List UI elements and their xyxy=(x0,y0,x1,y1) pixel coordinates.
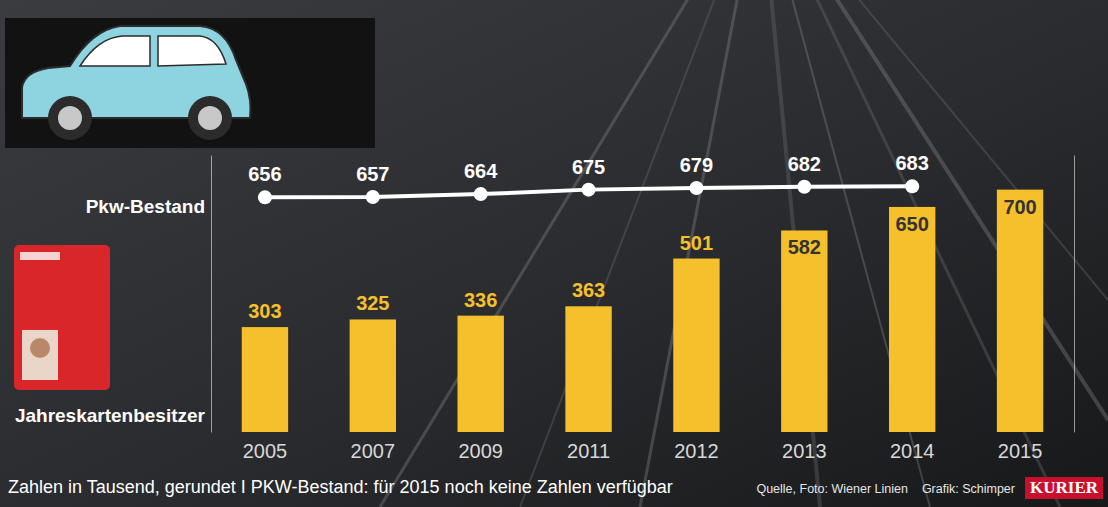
background xyxy=(0,0,1108,507)
y-axis-line xyxy=(211,156,212,433)
bar-label: 363 xyxy=(572,279,605,301)
marker xyxy=(689,181,703,195)
brand-text: KURIER xyxy=(1030,478,1099,497)
x-axis-tick: 2011 xyxy=(567,432,610,462)
note: Zahlen in Tausend, gerundet I PKW-Bestan… xyxy=(8,477,673,497)
bar xyxy=(997,190,1043,432)
x-axis-tick-label: 2012 xyxy=(674,440,719,462)
bar xyxy=(781,230,827,432)
y-axis xyxy=(211,156,212,433)
marker xyxy=(905,179,919,193)
car-wheel xyxy=(48,96,92,140)
marker xyxy=(474,187,488,201)
x-axis-tick-label: 2011 xyxy=(567,440,610,462)
x-axis-tick: 2015 xyxy=(998,432,1043,462)
marker xyxy=(258,190,272,204)
line-label: 683 xyxy=(896,152,929,174)
x-axis-tick-label: 2005 xyxy=(243,440,288,462)
bar-label: 650 xyxy=(896,213,929,235)
bar xyxy=(889,207,935,432)
series-name: Pkw-Bestand xyxy=(86,196,205,217)
line-label: 675 xyxy=(572,156,605,178)
line-label: 664 xyxy=(464,160,498,182)
rails xyxy=(380,0,1108,507)
bar-label: 582 xyxy=(788,236,821,258)
x-axis-tick: 2009 xyxy=(458,432,503,462)
card-face xyxy=(30,338,50,358)
card-photo xyxy=(22,330,58,380)
x-axis: 2005 2007 2009 2011 2012 2013 2014 2015 xyxy=(243,432,1043,462)
chart: 2005 2007 2009 2011 2012 2013 2014 2015 303 325 33… xyxy=(0,0,1108,507)
bar-label: 501 xyxy=(680,232,713,254)
x-axis-tick: 2012 xyxy=(674,432,719,462)
bar xyxy=(457,316,503,432)
line-label: 656 xyxy=(248,163,281,185)
rail xyxy=(640,0,760,507)
bar-label: 336 xyxy=(464,289,497,311)
card-stripe xyxy=(20,252,60,260)
x-axis-tick: 2014 xyxy=(890,432,935,462)
car-window xyxy=(80,36,150,66)
bar xyxy=(350,319,396,432)
line-label: 657 xyxy=(356,163,389,185)
bar-label: 700 xyxy=(1003,196,1036,218)
car-wheel xyxy=(188,96,232,140)
source-note: Grafik: Schimper xyxy=(922,482,1015,496)
marker xyxy=(797,180,811,194)
x-axis-tick-label: 2015 xyxy=(998,440,1043,462)
source-note: Quelle, Foto: Wiener Linien xyxy=(756,482,908,496)
car-box xyxy=(5,18,375,148)
marker xyxy=(582,183,596,197)
car-hub xyxy=(198,106,222,130)
car-hub xyxy=(58,106,82,130)
rail xyxy=(760,0,1060,507)
bar-label: 303 xyxy=(248,300,281,322)
data-labels: 303 325 336 363 501 582 650 700 656 657 664 675 679 6… xyxy=(248,152,1037,322)
bar xyxy=(673,259,719,432)
y2-axis xyxy=(1074,156,1075,433)
x-axis-tick-label: 2013 xyxy=(782,440,827,462)
bar xyxy=(565,306,611,432)
footer: KURIER Grafik: Schimper Quelle, Foto: Wien… xyxy=(8,477,1103,499)
card-icon xyxy=(14,245,110,390)
x-axis-tick: 2013 xyxy=(782,432,827,462)
marker xyxy=(366,190,380,204)
x-axis-tick-label: 2009 xyxy=(458,440,503,462)
brand-box xyxy=(1025,477,1103,499)
series-names: Jahreskartenbesitzer Pkw-Bestand xyxy=(15,196,206,426)
y2-axis-line xyxy=(1074,156,1075,433)
car-window xyxy=(158,36,226,66)
x-axis-tick: 2007 xyxy=(351,432,396,462)
x-axis-tick-label: 2014 xyxy=(890,440,935,462)
bar xyxy=(242,327,288,432)
bar-label: 325 xyxy=(356,292,389,314)
rail xyxy=(380,0,760,507)
x-axis-tick-label: 2007 xyxy=(351,440,396,462)
line-label: 682 xyxy=(788,153,821,175)
plot-marks xyxy=(242,179,1044,432)
line-label: 679 xyxy=(680,154,713,176)
brand: KURIER xyxy=(1025,477,1103,499)
series-name: Jahreskartenbesitzer xyxy=(15,405,206,426)
card xyxy=(14,245,110,390)
car-icon xyxy=(5,18,375,148)
x-axis-tick: 2005 xyxy=(243,432,288,462)
